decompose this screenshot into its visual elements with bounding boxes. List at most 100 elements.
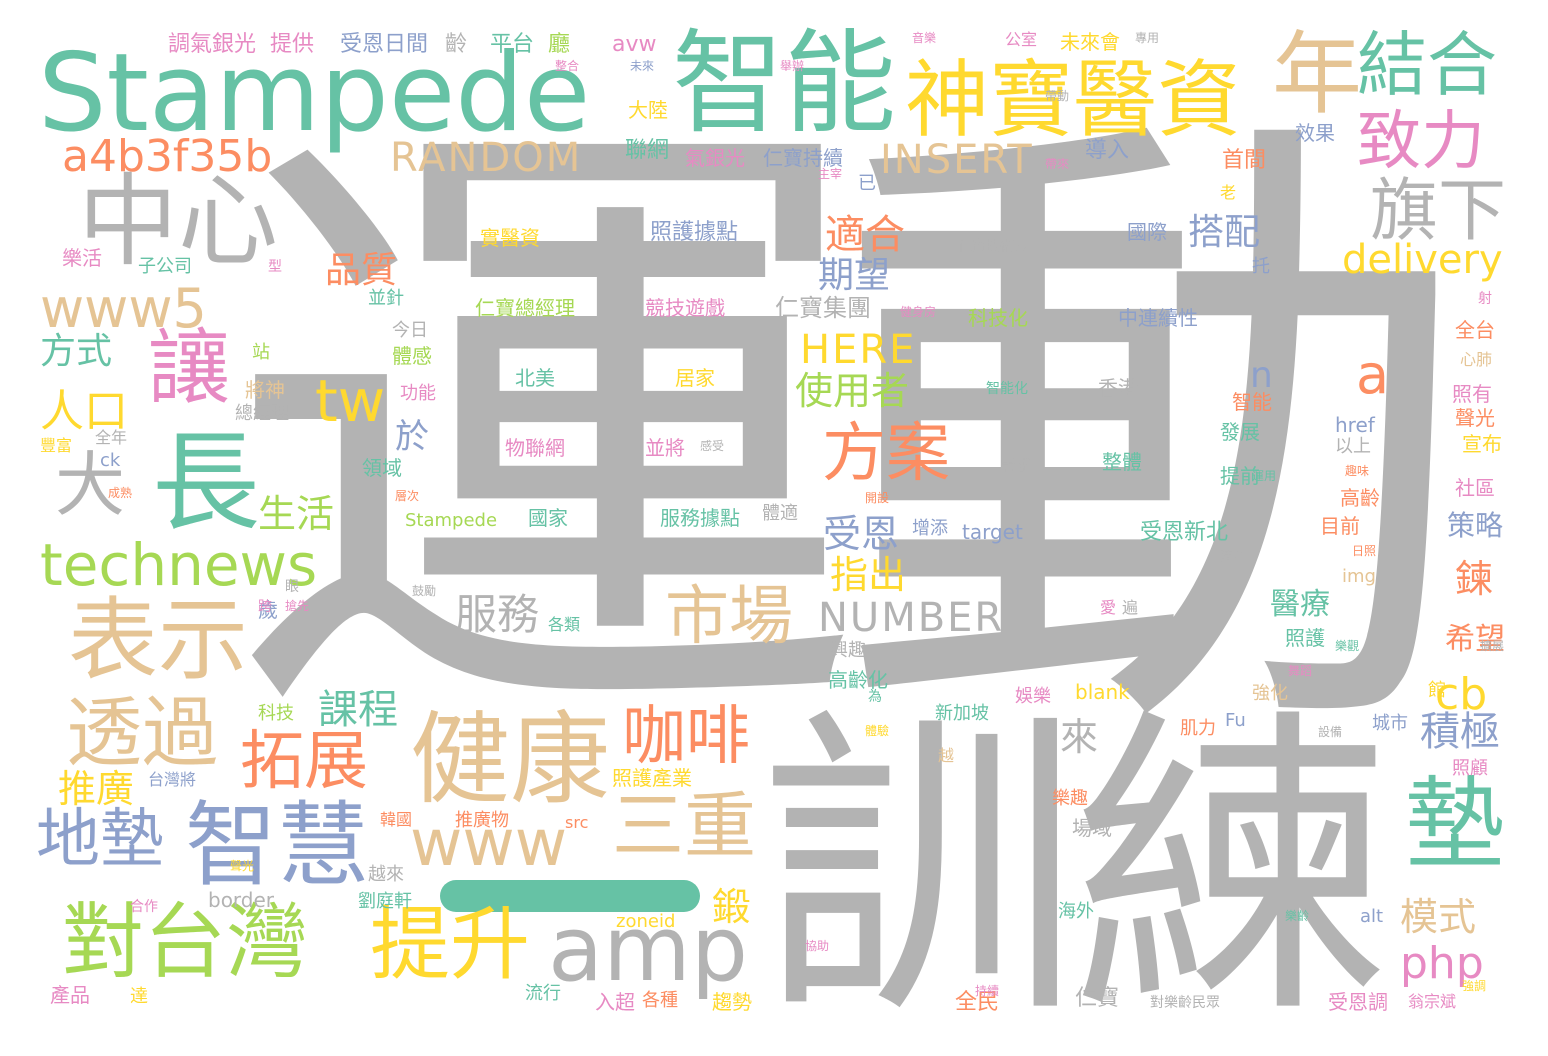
word-cloud-term: 站: [252, 342, 270, 363]
word-cloud-term: 服務: [455, 590, 540, 639]
word-cloud-term: 實醫資: [480, 226, 540, 250]
word-cloud-term: 鍛: [712, 885, 751, 929]
word-cloud-term: 仁寶技術長: [958, 239, 1028, 255]
word-cloud-term: 對樂齡民眾: [1150, 995, 1220, 1011]
word-cloud-term: 樂活: [62, 246, 102, 270]
word-cloud-term: 受恩: [823, 512, 900, 556]
word-cloud-term: 以上: [1335, 436, 1371, 457]
word-cloud-term: 健康: [410, 701, 610, 818]
word-cloud-term: 透過: [66, 688, 218, 777]
word-cloud-term: 全民: [955, 990, 1000, 1015]
word-cloud-term: 新加坡: [935, 703, 989, 724]
word-cloud-term: 趣味: [1345, 464, 1370, 478]
word-cloud-term: 導入: [1085, 138, 1130, 163]
word-cloud-term: 全年: [95, 428, 128, 447]
word-cloud-term: 眼: [285, 579, 299, 595]
word-cloud-term: 子公司: [138, 256, 192, 277]
word-cloud-term: 受恩新北: [1140, 520, 1229, 545]
word-cloud-term: 擴展: [1480, 639, 1505, 653]
word-cloud-term: 市場: [665, 580, 793, 654]
word-cloud-term: 鍊: [1455, 557, 1494, 601]
word-cloud-term: 場域: [1072, 816, 1112, 840]
word-cloud-term: 科技: [258, 703, 294, 724]
decorative-bar: [440, 880, 700, 912]
word-cloud-term: 長: [152, 421, 261, 546]
word-cloud-term: technews: [40, 531, 318, 599]
word-cloud-term: Stampede: [405, 510, 498, 531]
word-cloud-term: 使用者: [795, 369, 910, 413]
word-cloud-term: 適合: [825, 212, 905, 258]
word-cloud-term: 達: [130, 986, 148, 1007]
word-cloud-term: 搶先: [285, 599, 310, 613]
word-cloud-term: 地墊: [36, 803, 164, 877]
word-cloud-term: 帶動: [1045, 89, 1070, 103]
word-cloud-term: 陪伴: [1220, 549, 1245, 563]
word-cloud-term: 高齡化: [828, 668, 888, 692]
word-cloud-term: 海外: [1058, 901, 1094, 922]
word-cloud-term: 樂觀: [1335, 639, 1360, 653]
word-cloud-term: 鼓勵: [412, 584, 437, 598]
word-cloud-term: 層次: [395, 489, 420, 503]
word-cloud-term: 中連續性: [1118, 306, 1198, 330]
word-cloud-term: 人口: [40, 386, 128, 437]
word-cloud-term: 仁寶: [1075, 986, 1120, 1011]
word-cloud-term: 發展: [1220, 420, 1260, 444]
word-cloud-term: www: [410, 807, 568, 881]
word-cloud-term: 強調: [1462, 979, 1487, 993]
word-cloud-term: 增添: [912, 518, 948, 539]
word-cloud-term: 合作: [130, 899, 158, 915]
word-cloud-term: 智能: [1232, 390, 1272, 414]
word-cloud-term: 越來: [368, 864, 404, 885]
word-cloud-term: 翁宗斌: [1408, 992, 1457, 1011]
word-cloud-term: 國際: [1127, 220, 1167, 244]
word-cloud-term: NUMBER: [818, 595, 1005, 641]
word-cloud-term: target: [962, 520, 1023, 544]
word-cloud-term: 聲光: [230, 859, 255, 873]
word-cloud-term: zoneid: [616, 911, 676, 932]
word-cloud-term: 成熟: [108, 486, 133, 500]
word-cloud-term: 專用: [1135, 31, 1160, 45]
word-cloud-term: 跨: [258, 599, 272, 615]
word-cloud-term: border: [208, 888, 275, 912]
word-cloud-term: 館: [1428, 680, 1446, 701]
word-cloud-term: 仁寶持續: [763, 146, 843, 170]
word-cloud-term: 方式: [40, 331, 113, 372]
word-cloud-term: a4b3f35b: [62, 131, 273, 182]
word-cloud-term: 咖啡: [622, 700, 750, 774]
word-cloud-term: 策略: [1447, 509, 1504, 542]
word-cloud-term: 居家: [675, 366, 715, 390]
word-cloud-term: 遍: [1122, 598, 1139, 617]
word-cloud-term: 運動: [225, 65, 1475, 810]
word-cloud-term: 氣銀光: [685, 146, 745, 170]
word-cloud-term: 拓展: [240, 725, 368, 799]
word-cloud-term: 各類: [548, 615, 581, 634]
word-cloud-term: 娛樂: [1015, 686, 1051, 707]
word-cloud-term: 心肺: [1460, 350, 1493, 369]
word-cloud-term: 於: [395, 417, 429, 457]
word-cloud-term: 為: [868, 689, 882, 705]
word-cloud-term: 協助: [805, 939, 830, 953]
word-cloud-term: 推廣物: [455, 810, 509, 831]
word-cloud-term: HERE: [800, 327, 917, 373]
word-cloud-term: 照護: [1285, 626, 1325, 650]
word-cloud-term: Stampede: [38, 31, 591, 156]
word-cloud-term: 未來: [630, 59, 655, 73]
word-cloud-term: 競技遊戲: [645, 296, 725, 320]
word-cloud-term: 持續: [975, 984, 1000, 998]
word-cloud-term: 仁寶總經理: [475, 296, 575, 320]
word-cloud-term: blank: [1075, 680, 1130, 704]
word-cloud-term: 提升: [370, 898, 530, 991]
word-cloud-term: href: [1335, 413, 1375, 437]
word-cloud-term: 體感: [392, 344, 432, 368]
word-cloud-term: 三重: [612, 784, 757, 868]
word-cloud-term: 智能化: [986, 381, 1028, 397]
word-cloud-term: 受恩調: [1328, 990, 1388, 1014]
word-cloud-term: 各種: [642, 990, 678, 1011]
word-cloud-term: 推廣: [58, 767, 135, 811]
word-cloud-term: amp: [548, 897, 748, 1002]
word-cloud-term: 目前: [1320, 514, 1360, 538]
word-cloud-term: 主宰: [818, 167, 843, 181]
word-cloud-term: delivery: [1342, 237, 1503, 283]
word-cloud-term: 生活: [258, 492, 335, 536]
word-cloud-term: 方案: [822, 417, 950, 491]
